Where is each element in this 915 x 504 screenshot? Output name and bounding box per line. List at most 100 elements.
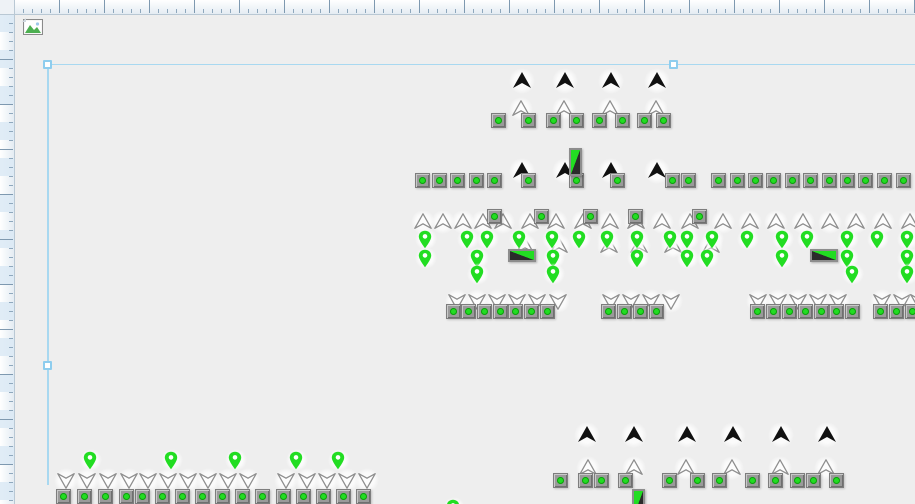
outline-chevron-down-icon[interactable] bbox=[601, 291, 621, 311]
green-status-dot[interactable] bbox=[633, 304, 648, 319]
green-map-pin-icon[interactable] bbox=[680, 230, 694, 249]
outline-chevron-down-icon[interactable] bbox=[198, 470, 218, 490]
green-status-dot[interactable] bbox=[477, 304, 492, 319]
image-icon[interactable] bbox=[22, 18, 44, 36]
outline-chevron-up-icon[interactable] bbox=[624, 458, 644, 478]
green-map-pin-icon[interactable] bbox=[775, 249, 789, 268]
green-status-dot[interactable] bbox=[155, 489, 170, 504]
green-status-dot[interactable] bbox=[540, 304, 555, 319]
green-status-dot[interactable] bbox=[487, 173, 502, 188]
outline-chevron-up-icon[interactable] bbox=[820, 212, 840, 232]
green-status-dot[interactable] bbox=[822, 173, 837, 188]
green-map-pin-icon[interactable] bbox=[164, 451, 178, 470]
outline-chevron-down-icon[interactable] bbox=[337, 470, 357, 490]
green-status-dot[interactable] bbox=[905, 304, 915, 319]
green-status-dot[interactable] bbox=[618, 473, 633, 488]
drawing-canvas[interactable] bbox=[14, 14, 915, 504]
green-map-pin-icon[interactable] bbox=[680, 249, 694, 268]
green-status-dot[interactable] bbox=[790, 473, 805, 488]
vertical-ruler[interactable] bbox=[0, 14, 15, 504]
outline-chevron-up-icon[interactable] bbox=[846, 212, 866, 232]
green-map-pin-icon[interactable] bbox=[460, 230, 474, 249]
green-status-dot[interactable] bbox=[487, 209, 502, 224]
outline-chevron-down-icon[interactable] bbox=[909, 291, 915, 311]
green-status-dot[interactable] bbox=[508, 304, 523, 319]
green-status-dot[interactable] bbox=[615, 113, 630, 128]
outline-chevron-down-icon[interactable] bbox=[641, 291, 661, 311]
outline-chevron-down-icon[interactable] bbox=[178, 470, 198, 490]
green-status-dot[interactable] bbox=[356, 489, 371, 504]
green-status-dot[interactable] bbox=[617, 304, 632, 319]
outline-chevron-up-icon[interactable] bbox=[873, 212, 893, 232]
green-status-dot[interactable] bbox=[690, 473, 705, 488]
green-status-dot[interactable] bbox=[336, 489, 351, 504]
green-status-dot[interactable] bbox=[814, 304, 829, 319]
green-status-dot[interactable] bbox=[583, 209, 598, 224]
green-status-dot[interactable] bbox=[521, 113, 536, 128]
green-map-pin-icon[interactable] bbox=[512, 230, 526, 249]
outline-chevron-up-icon[interactable] bbox=[433, 212, 453, 232]
selection-edge-top[interactable] bbox=[47, 64, 673, 65]
green-status-dot[interactable] bbox=[446, 304, 461, 319]
outline-chevron-down-icon[interactable] bbox=[748, 291, 768, 311]
green-status-dot[interactable] bbox=[766, 173, 781, 188]
black-chevron-up-icon[interactable] bbox=[576, 424, 598, 446]
green-status-dot[interactable] bbox=[712, 473, 727, 488]
green-status-dot[interactable] bbox=[637, 113, 652, 128]
green-status-dot[interactable] bbox=[316, 489, 331, 504]
green-map-pin-icon[interactable] bbox=[546, 249, 560, 268]
green-map-pin-icon[interactable] bbox=[331, 451, 345, 470]
outline-chevron-up-icon[interactable] bbox=[453, 212, 473, 232]
outline-chevron-down-icon[interactable] bbox=[276, 470, 296, 490]
black-chevron-up-icon[interactable] bbox=[646, 160, 668, 182]
green-map-pin-icon[interactable] bbox=[630, 230, 644, 249]
green-map-pin-icon[interactable] bbox=[630, 249, 644, 268]
green-status-dot[interactable] bbox=[601, 304, 616, 319]
green-status-dot[interactable] bbox=[798, 304, 813, 319]
outline-chevron-up-icon[interactable] bbox=[713, 212, 733, 232]
green-status-dot[interactable] bbox=[610, 173, 625, 188]
green-status-dot[interactable] bbox=[858, 173, 873, 188]
green-map-pin-icon[interactable] bbox=[840, 230, 854, 249]
green-map-pin-icon[interactable] bbox=[900, 230, 914, 249]
green-map-pin-icon[interactable] bbox=[228, 451, 242, 470]
outline-chevron-up-icon[interactable] bbox=[578, 458, 598, 478]
green-status-dot[interactable] bbox=[175, 489, 190, 504]
outline-chevron-down-icon[interactable] bbox=[98, 470, 118, 490]
selection-edge-left[interactable] bbox=[47, 64, 49, 485]
green-status-dot[interactable] bbox=[195, 489, 210, 504]
green-status-dot[interactable] bbox=[692, 209, 707, 224]
outline-chevron-down-icon[interactable] bbox=[218, 470, 238, 490]
green-status-dot[interactable] bbox=[534, 209, 549, 224]
green-map-pin-icon[interactable] bbox=[800, 230, 814, 249]
green-status-dot[interactable] bbox=[768, 473, 783, 488]
green-status-dot[interactable] bbox=[845, 304, 860, 319]
black-chevron-up-icon[interactable] bbox=[722, 424, 744, 446]
black-chevron-up-icon[interactable] bbox=[623, 424, 645, 446]
outline-chevron-down-icon[interactable] bbox=[357, 470, 377, 490]
outline-chevron-down-icon[interactable] bbox=[138, 470, 158, 490]
green-status-dot[interactable] bbox=[662, 473, 677, 488]
outline-chevron-down-icon[interactable] bbox=[768, 291, 788, 311]
green-map-pin-icon[interactable] bbox=[775, 230, 789, 249]
green-status-dot[interactable] bbox=[785, 173, 800, 188]
green-status-dot[interactable] bbox=[56, 489, 71, 504]
green-status-dot[interactable] bbox=[546, 113, 561, 128]
green-status-dot[interactable] bbox=[766, 304, 781, 319]
horizontal-signal-bar[interactable] bbox=[508, 249, 536, 262]
outline-chevron-down-icon[interactable] bbox=[872, 291, 892, 311]
outline-chevron-down-icon[interactable] bbox=[507, 291, 527, 311]
outline-chevron-up-icon[interactable] bbox=[652, 212, 672, 232]
outline-chevron-up-icon[interactable] bbox=[600, 99, 620, 119]
black-chevron-up-icon[interactable] bbox=[554, 70, 576, 92]
outline-chevron-up-icon[interactable] bbox=[722, 458, 742, 478]
green-status-dot[interactable] bbox=[649, 304, 664, 319]
outline-chevron-down-icon[interactable] bbox=[447, 291, 467, 311]
outline-chevron-down-icon[interactable] bbox=[661, 291, 681, 311]
vertical-signal-bar[interactable] bbox=[569, 148, 582, 176]
green-status-dot[interactable] bbox=[119, 489, 134, 504]
green-map-pin-icon[interactable] bbox=[470, 249, 484, 268]
black-chevron-up-icon[interactable] bbox=[676, 424, 698, 446]
green-map-pin-icon[interactable] bbox=[470, 265, 484, 284]
outline-chevron-down-icon[interactable] bbox=[158, 470, 178, 490]
